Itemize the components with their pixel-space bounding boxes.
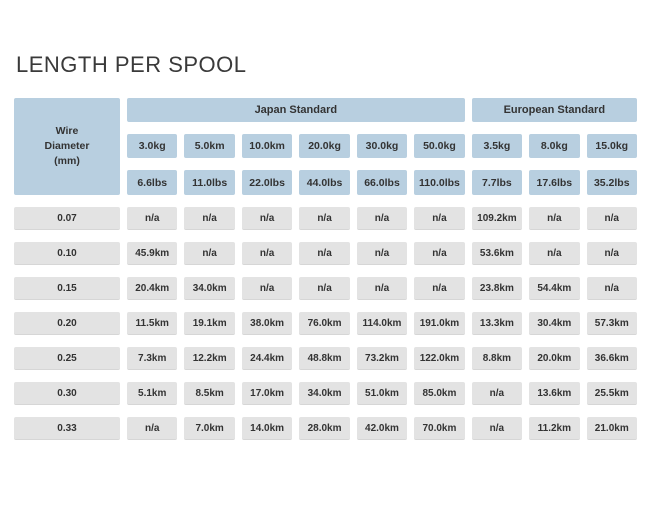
wire-diameter-value: 0.25 <box>14 347 120 370</box>
length-value-cell: 11.2km <box>529 417 580 440</box>
length-value-cell: n/a <box>127 417 178 440</box>
length-value-cell: 28.0km <box>299 417 350 440</box>
length-value-cell: 11.5km <box>127 312 178 335</box>
length-value-cell: 57.3km <box>586 312 637 335</box>
length-value-cell: 24.4km <box>241 347 293 370</box>
length-value-cell: 5.1km <box>127 382 178 405</box>
length-value-cell: 7.0km <box>184 417 235 440</box>
length-value-cell: n/a <box>184 207 235 230</box>
length-value-cell: 73.2km <box>356 347 408 370</box>
length-value-cell: 53.6km <box>471 242 523 265</box>
kg-rating-cell: 20.0kg <box>299 134 350 158</box>
length-value-cell: 17.0km <box>241 382 293 405</box>
lbs-rating-cell: 35.2lbs <box>586 170 637 195</box>
length-value-cell: n/a <box>586 242 637 265</box>
kg-rating-cell: 8.0kg <box>529 134 580 158</box>
length-value-cell: 8.8km <box>471 347 523 370</box>
lbs-rating-cell: 7.7lbs <box>471 170 523 195</box>
length-value-cell: 20.4km <box>127 277 178 300</box>
length-value-cell: 114.0km <box>356 312 408 335</box>
length-value-cell: n/a <box>471 382 523 405</box>
length-value-cell: n/a <box>299 277 350 300</box>
length-value-cell: n/a <box>127 207 178 230</box>
length-value-cell: n/a <box>586 207 637 230</box>
length-value-cell: n/a <box>241 277 293 300</box>
length-value-cell: 38.0km <box>241 312 293 335</box>
group-header-european-standard: European Standard <box>471 98 637 122</box>
length-value-cell: n/a <box>184 242 235 265</box>
length-value-cell: 7.3km <box>127 347 178 370</box>
length-value-cell: n/a <box>356 207 408 230</box>
page-title: LENGTH PER SPOOL <box>16 52 247 77</box>
lbs-rating-cell: 6.6lbs <box>127 170 178 195</box>
length-value-cell: 34.0km <box>184 277 235 300</box>
wire-diameter-header: Wire Diameter (mm) <box>14 98 120 195</box>
length-value-cell: 13.6km <box>529 382 580 405</box>
lbs-rating-cell: 11.0lbs <box>184 170 235 195</box>
kg-rating-cell: 10.0km <box>241 134 293 158</box>
length-value-cell: n/a <box>299 207 350 230</box>
lbs-rating-cell: 110.0lbs <box>414 170 465 195</box>
length-value-cell: 19.1km <box>184 312 235 335</box>
length-value-cell: 36.6km <box>586 347 637 370</box>
length-value-cell: 13.3km <box>471 312 523 335</box>
wire-diameter-value: 0.30 <box>14 382 120 405</box>
length-value-cell: 51.0km <box>356 382 408 405</box>
lbs-rating-cell: 17.6lbs <box>529 170 580 195</box>
group-header-japan-standard: Japan Standard <box>127 98 465 122</box>
wire-diameter-value: 0.20 <box>14 312 120 335</box>
length-value-cell: 76.0km <box>299 312 350 335</box>
length-value-cell: 8.5km <box>184 382 235 405</box>
kg-rating-cell: 30.0kg <box>356 134 408 158</box>
kg-rating-cell: 5.0km <box>184 134 235 158</box>
length-value-cell: n/a <box>414 277 465 300</box>
length-value-cell: n/a <box>529 242 580 265</box>
length-value-cell: n/a <box>586 277 637 300</box>
spool-table: Wire Diameter (mm) Japan Standard European… <box>14 98 637 440</box>
length-value-cell: n/a <box>414 207 465 230</box>
length-value-cell: n/a <box>356 242 408 265</box>
kg-rating-cell: 3.5kg <box>471 134 523 158</box>
length-value-cell: 191.0km <box>414 312 465 335</box>
length-value-cell: 54.4km <box>529 277 580 300</box>
lbs-rating-cell: 22.0lbs <box>241 170 293 195</box>
length-value-cell: n/a <box>471 417 523 440</box>
lbs-rating-cell: 66.0lbs <box>356 170 408 195</box>
length-value-cell: n/a <box>414 242 465 265</box>
kg-rating-cell: 15.0kg <box>586 134 637 158</box>
kg-rating-cell: 3.0kg <box>127 134 178 158</box>
length-value-cell: n/a <box>241 242 293 265</box>
length-value-cell: 23.8km <box>471 277 523 300</box>
length-value-cell: 30.4km <box>529 312 580 335</box>
length-value-cell: 48.8km <box>299 347 350 370</box>
wire-diameter-value: 0.10 <box>14 242 120 265</box>
length-value-cell: 12.2km <box>184 347 235 370</box>
length-value-cell: 21.0km <box>586 417 637 440</box>
length-value-cell: 109.2km <box>471 207 523 230</box>
wire-diameter-value: 0.15 <box>14 277 120 300</box>
length-value-cell: 122.0km <box>414 347 465 370</box>
length-value-cell: n/a <box>529 207 580 230</box>
length-value-cell: 20.0km <box>529 347 580 370</box>
wire-diameter-value: 0.33 <box>14 417 120 440</box>
length-value-cell: 85.0km <box>414 382 465 405</box>
length-value-cell: 25.5km <box>586 382 637 405</box>
length-value-cell: 14.0km <box>241 417 293 440</box>
length-value-cell: n/a <box>299 242 350 265</box>
lbs-rating-cell: 44.0lbs <box>299 170 350 195</box>
length-value-cell: n/a <box>356 277 408 300</box>
length-value-cell: n/a <box>241 207 293 230</box>
length-value-cell: 42.0km <box>356 417 408 440</box>
length-value-cell: 70.0km <box>414 417 465 440</box>
kg-rating-cell: 50.0kg <box>414 134 465 158</box>
wire-diameter-value: 0.07 <box>14 207 120 230</box>
length-value-cell: 45.9km <box>127 242 178 265</box>
length-value-cell: 34.0km <box>299 382 350 405</box>
